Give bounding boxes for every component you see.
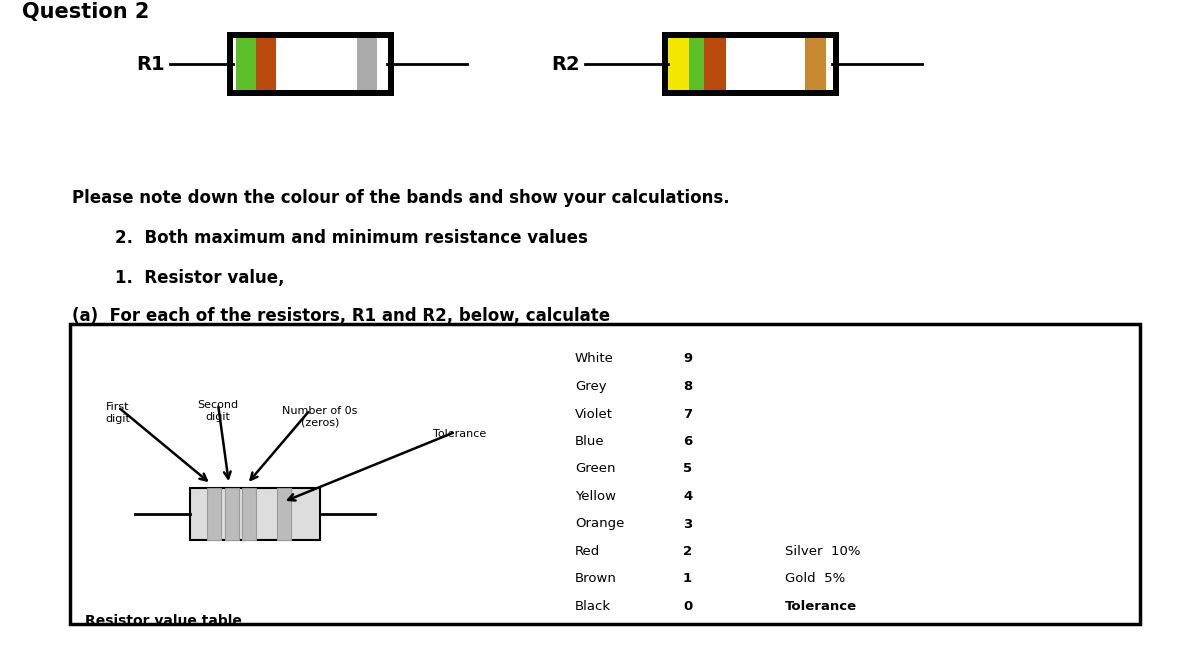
Text: 1: 1 [683,573,692,585]
Bar [256,38,276,90]
Text: Question 2: Question 2 [22,2,149,22]
Bar [704,38,726,90]
Text: Black: Black [575,600,611,613]
Text: Please note down the colour of the bands and show your calculations.: Please note down the colour of the bands… [72,189,730,207]
Bar [662,32,839,96]
Bar [227,32,394,96]
Text: 9: 9 [683,352,692,365]
Bar [805,38,827,90]
Bar [668,38,690,90]
Text: Second
digit: Second digit [198,400,239,422]
Bar [226,488,239,540]
Bar [277,488,292,540]
Text: Grey: Grey [575,380,607,393]
Bar [242,488,256,540]
Bar [356,38,377,90]
Text: 4: 4 [683,490,692,503]
Text: Red: Red [575,545,600,558]
Text: 7: 7 [683,408,692,420]
Bar [276,38,356,90]
Bar [233,38,235,90]
Bar [70,324,1140,624]
Bar [235,38,256,90]
Text: Violet: Violet [575,408,613,420]
Text: Tolerance: Tolerance [433,429,487,439]
Text: R1: R1 [137,54,166,73]
Text: White: White [575,352,614,365]
Text: 5: 5 [683,463,692,475]
Text: 6: 6 [683,435,692,448]
Text: Blue: Blue [575,435,605,448]
Text: 2.  Both maximum and minimum resistance values: 2. Both maximum and minimum resistance v… [115,229,588,247]
Bar [190,488,320,540]
Text: 0: 0 [683,600,692,613]
Bar [690,38,704,90]
Text: (a)  For each of the resistors, R1 and R2, below, calculate: (a) For each of the resistors, R1 and R2… [72,307,610,325]
Text: Gold  5%: Gold 5% [785,573,845,585]
Text: Brown: Brown [575,573,617,585]
Text: 2: 2 [683,545,692,558]
Text: Green: Green [575,463,616,475]
Text: Number of 0s
(zeros): Number of 0s (zeros) [282,406,358,428]
Bar [233,38,388,90]
Bar [208,488,221,540]
Text: 1.  Resistor value,: 1. Resistor value, [115,269,284,287]
Text: 8: 8 [683,380,692,393]
Bar [668,38,833,90]
Text: R2: R2 [551,54,580,73]
Text: 3: 3 [683,518,692,530]
Bar [726,38,805,90]
Text: First
digit: First digit [106,402,131,424]
Text: Resistor value table: Resistor value table [85,614,242,628]
Text: Silver  10%: Silver 10% [785,545,860,558]
Text: Tolerance: Tolerance [785,600,857,613]
Text: Yellow: Yellow [575,490,616,503]
Text: Orange: Orange [575,518,624,530]
